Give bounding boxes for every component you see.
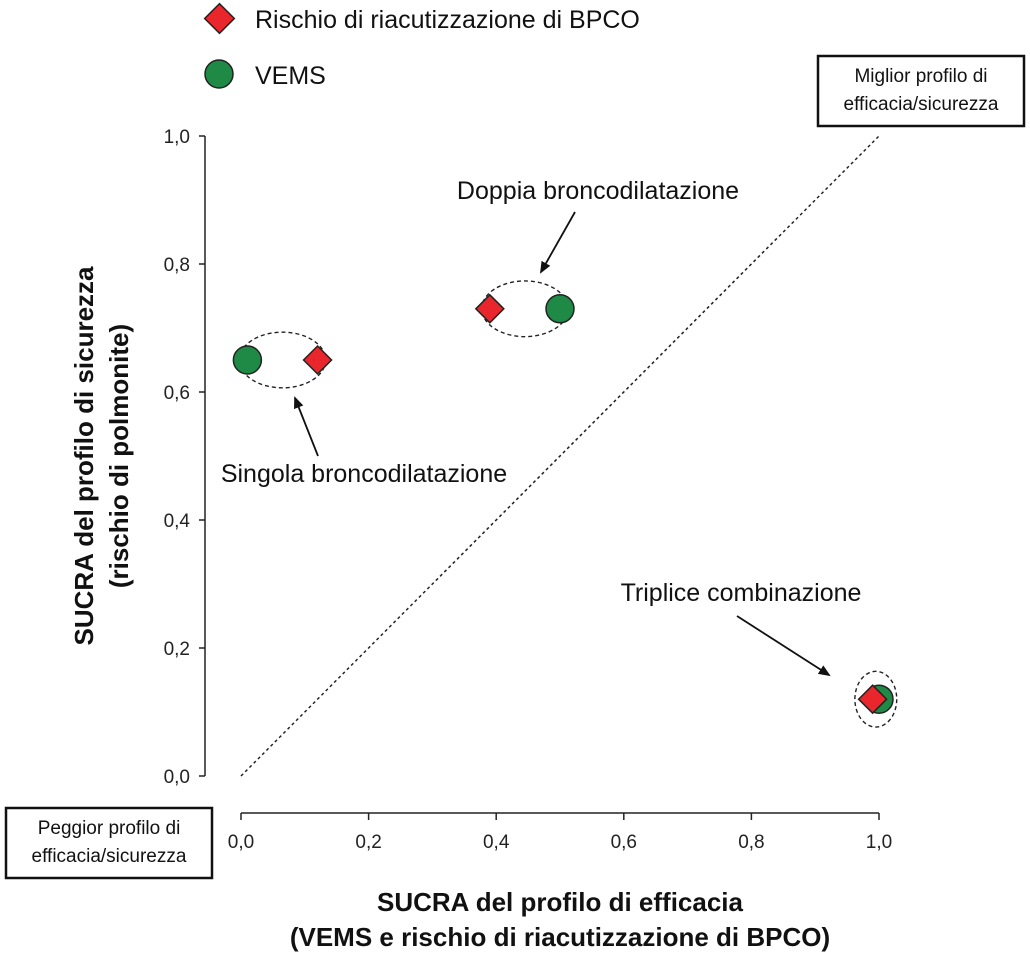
riacutizzazione-point-0 bbox=[302, 344, 333, 376]
x-tick-label: 0,2 bbox=[355, 832, 381, 853]
legend-label-riacutizzazione: Rischio di riacutizzazione di BPCO bbox=[255, 6, 640, 34]
annotation-doppia: Doppia broncodilatazione bbox=[457, 177, 739, 205]
best-profile-line-1: Miglior profilo di bbox=[854, 66, 987, 87]
vems-point-0 bbox=[232, 345, 263, 375]
x-tick-label: 0,8 bbox=[738, 832, 764, 853]
annotation-arrows bbox=[294, 211, 831, 677]
legend-circle-marker bbox=[204, 59, 234, 89]
group-ellipse-2 bbox=[854, 670, 898, 728]
worst-profile-line-2: efficacia/sicurezza bbox=[32, 846, 187, 867]
best-profile-line-2: efficacia/sicurezza bbox=[844, 94, 999, 115]
diagonal-reference-line bbox=[240, 135, 880, 777]
legend: Rischio di riacutizzazione di BPCO VEMS bbox=[203, 2, 640, 90]
x-tick-label: 0,6 bbox=[611, 832, 637, 853]
y-tick-label: 0,0 bbox=[164, 767, 190, 788]
best-profile-box: Miglior profilo di efficacia/sicurezza bbox=[816, 54, 1026, 128]
worst-profile-line-1: Peggior profilo di bbox=[38, 818, 181, 839]
y-axis-title-line-1: SUCRA del profilo di sicurezza bbox=[69, 266, 99, 646]
x-axis-title-line-1: SUCRA del profilo di efficacia bbox=[377, 887, 744, 917]
riacutizzazione-point-2 bbox=[857, 684, 888, 715]
annotation-singola: Singola broncodilatazione bbox=[221, 460, 507, 488]
y-axis-title-line-2: (rischio di polmonite) bbox=[104, 324, 134, 588]
annotation-arrow-0 bbox=[294, 396, 319, 457]
legend-label-vems: VEMS bbox=[255, 62, 326, 90]
x-axis-title-line-2: (VEMS e rischio di riacutizzazione di BP… bbox=[290, 922, 830, 952]
y-axis-ticks: 0,0 0,2 0,4 0,6 0,8 1,0 bbox=[164, 127, 205, 788]
group-ellipses bbox=[238, 280, 898, 728]
x-tick-label: 0,0 bbox=[228, 832, 254, 853]
x-axis-ticks: 0,0 0,2 0,4 0,6 0,8 1,0 bbox=[228, 813, 892, 853]
annotation-triplice: Triplice combinazione bbox=[621, 579, 862, 607]
y-tick-label: 0,4 bbox=[164, 511, 191, 532]
data-points bbox=[232, 293, 894, 715]
x-tick-label: 1,0 bbox=[866, 832, 892, 853]
legend-diamond-marker bbox=[203, 2, 236, 35]
vems-point-1 bbox=[545, 294, 575, 324]
worst-profile-box: Peggior profilo di efficacia/sicurezza bbox=[4, 806, 214, 880]
x-tick-label: 0,4 bbox=[483, 832, 510, 853]
y-tick-label: 1,0 bbox=[164, 127, 190, 148]
riacutizzazione-point-1 bbox=[474, 293, 505, 324]
y-tick-label: 0,8 bbox=[164, 255, 190, 276]
annotation-arrow-1 bbox=[540, 211, 576, 274]
y-tick-label: 0,6 bbox=[164, 383, 190, 404]
y-tick-label: 0,2 bbox=[164, 639, 190, 660]
annotation-arrow-2 bbox=[736, 615, 831, 677]
